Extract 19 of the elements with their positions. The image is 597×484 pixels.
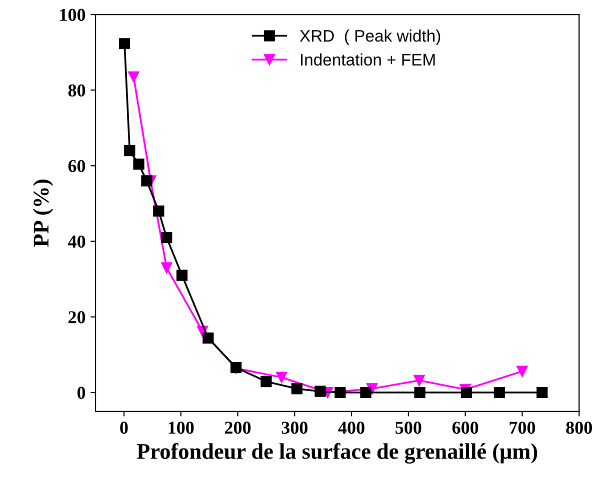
y-tick-label: 20 bbox=[68, 311, 86, 324]
y-tick-label: 0 bbox=[77, 386, 86, 399]
y-axis-title: PP (%) bbox=[33, 180, 54, 247]
x-tick-label: 600 bbox=[452, 422, 478, 434]
y-tick-label: 60 bbox=[68, 160, 86, 172]
x-tick-label: 100 bbox=[168, 422, 194, 434]
y-tick-label: 80 bbox=[68, 84, 86, 97]
x-tick-label: 400 bbox=[338, 422, 364, 434]
y-tick-label: 40 bbox=[68, 236, 86, 248]
x-tick-label: 700 bbox=[510, 422, 536, 434]
x-tick-label: 800 bbox=[566, 422, 592, 434]
x-tick-label: 300 bbox=[282, 422, 308, 434]
x-axis-title: Profondeur de la surface de grenaillé (μm) bbox=[136, 443, 538, 464]
y-tick-label: 100 bbox=[60, 8, 86, 21]
x-tick-label: 0 bbox=[120, 422, 128, 434]
legend-label: Indentation + FEM bbox=[300, 53, 435, 66]
x-tick-label: 200 bbox=[224, 422, 251, 434]
x-tick-label: 500 bbox=[396, 422, 422, 434]
legend-label: XRD ( Peak width) bbox=[300, 30, 440, 46]
